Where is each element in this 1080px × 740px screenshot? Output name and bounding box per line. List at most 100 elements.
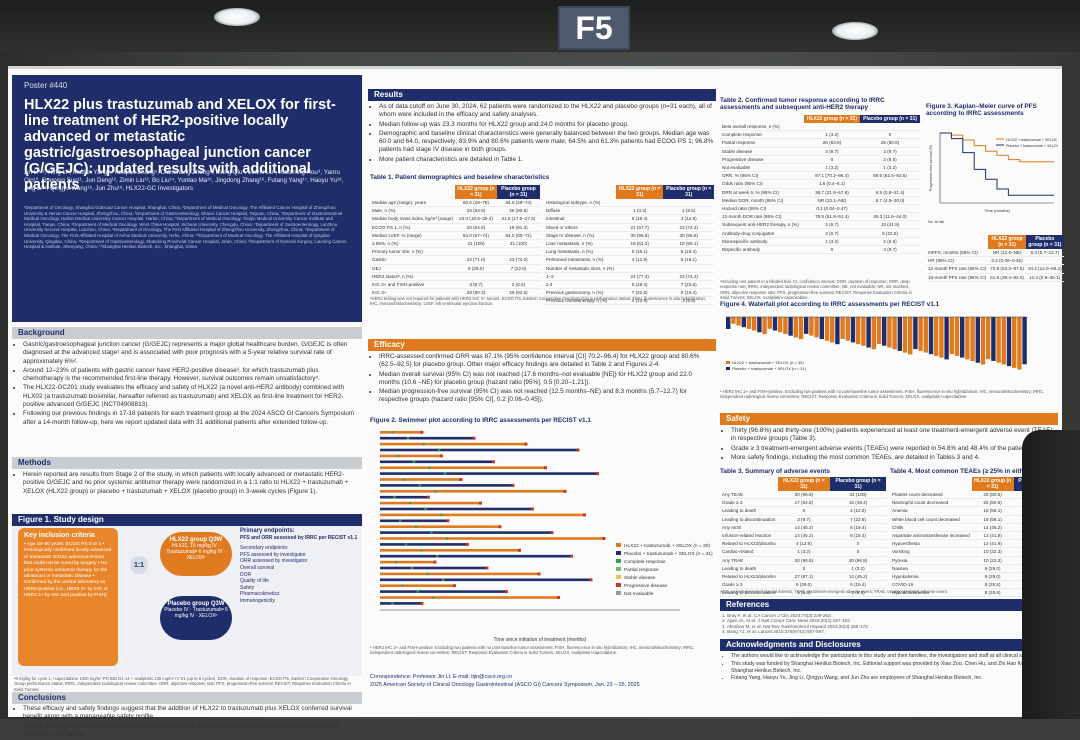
swimmer-bar — [380, 596, 558, 599]
table-cell: 25 (80.6) — [971, 498, 1014, 508]
inclusion-text: • Age 18–80 years; ECOG PS 0 or 1 • Hist… — [24, 542, 112, 599]
table-row: Grade ≥ 3 17 (54.8) 15 (48.4) — [720, 498, 886, 508]
waterfall-bar — [944, 317, 949, 360]
right-column: Table 2. Confirmed tumor response accord… — [720, 69, 1064, 717]
table-row: Any TEAE 30 (96.8) 31 (100) — [720, 491, 886, 500]
table-cell: Anemia — [890, 506, 972, 516]
progression-marker — [569, 554, 573, 558]
swimmer-bar — [380, 454, 441, 458]
swimmer-bar — [380, 543, 467, 546]
table-row: Hazard ratio (95% CI) 0.1 (0.04–0.47) — [720, 204, 920, 214]
table-cell: 8 (25.8) — [971, 580, 1014, 590]
table-4-title: Table 4. Most common TEAEs (≥ 25% in eit… — [890, 468, 1052, 475]
progression-marker — [459, 478, 463, 481]
table-cell — [663, 264, 714, 273]
table-row: Monospecific antibody 1 (3.2) 2 (6.5) — [720, 237, 920, 246]
table-cell: 25 (80.6) — [496, 206, 540, 216]
table-cell: 4 (12.9) — [615, 255, 664, 265]
table-cell: Any AESI — [720, 523, 778, 532]
waterfall-bar — [908, 317, 913, 355]
safety-text: Thirty (96.8%) and thirty-one (100%) pat… — [722, 427, 1058, 463]
table-cell: HER2 statusᵃ, n (%) — [370, 272, 455, 281]
safety-heading: Safety — [720, 413, 1058, 425]
table-cell: Previous gastrectomy, n (%) — [544, 288, 616, 298]
table-cell: Hypoesthesia — [890, 539, 972, 549]
table-cell: 14 (45.2) — [830, 572, 886, 582]
waterfall-bar — [1001, 317, 1006, 365]
table-cell: 13 (41.9) — [860, 220, 920, 230]
table-cell: NR (22.1–NE) — [803, 196, 861, 205]
swimmer-bar — [380, 478, 461, 481]
waterfall-bar — [824, 317, 830, 341]
table-cell: Bispecific antibody — [720, 245, 804, 255]
legend-label: HLX22 + trastuzumab + XELOX — [1006, 138, 1058, 142]
table-cell: 1 (3.2) — [777, 547, 831, 557]
table-row: Median body mass index, kg/m² (range) 23.… — [370, 214, 540, 224]
table-cell: Leading to discontinuation — [720, 515, 778, 524]
swimmer-bar — [380, 602, 422, 605]
table-cell: Diffuse — [544, 206, 616, 216]
table-cell: 31 (100) — [496, 239, 540, 249]
waterfall-bar — [897, 317, 902, 351]
waterfall-bar — [778, 317, 783, 333]
table-cell: 64.0 (29–74) — [496, 199, 540, 208]
hlx22-arm-text: HLX22, 15 mg/kg IV · Trastuzumabᵃ 6 mg/k… — [166, 543, 226, 561]
table-row: Previous gastrectomy, n (%) 7 (22.6) 6 (19… — [544, 288, 714, 298]
table-cell: Progressive disease — [720, 155, 804, 164]
swimmer-bar — [380, 554, 571, 558]
table-header-row: HLX22 group (n = 31)Placebo group (n = 3… — [720, 477, 886, 491]
table-cell: 31 (100) — [830, 491, 886, 500]
waterfall-bar — [975, 317, 980, 363]
table-cell — [860, 123, 920, 132]
progression-marker — [491, 460, 495, 464]
figure-2-title: Figure 2. Swimmer plot according to IRRC… — [370, 417, 591, 424]
table-cell: 34.2 (12.6–58.1) — [1025, 264, 1064, 274]
table-3: HLX22 group (n = 31) Placebo group (n = 3… — [720, 477, 886, 598]
waterfall-bar — [804, 317, 809, 334]
safety-item: Thirty (96.8%) and thirty-one (100%) pat… — [731, 427, 1058, 444]
table-row: Previous chemotherapy, n (%) 4 (12.9) 2 (6… — [544, 296, 714, 306]
table-row: Leading to death 0 1 (3.2) — [720, 564, 886, 573]
table-cell: 23 (74.2) — [663, 272, 714, 281]
km-stats-table: HLX22 group (n = 31) Placebo group (n = 3… — [926, 235, 1064, 282]
swimmer-bar — [380, 590, 506, 593]
table-cell: 6 (22.6) — [860, 228, 920, 238]
progression-marker — [563, 489, 567, 493]
table-cell: DRR at week 6, % (95% CI) — [720, 188, 804, 197]
table-cell: Aspartate aminotransferase increased — [890, 531, 972, 541]
table-cell: Grade ≥ 3 — [720, 498, 778, 508]
results-item: More patient characteristics are detaile… — [379, 156, 714, 164]
table-cell: 23 (74.2) — [663, 223, 714, 232]
swimmer-bar — [380, 501, 480, 505]
table-cell: Neutrophil count decreased — [890, 498, 972, 508]
table-cell: 0 — [803, 245, 861, 255]
table-cell: 60.0 (28–78) — [454, 199, 497, 208]
progression-marker — [556, 596, 560, 599]
x-axis-label: Time (months) — [984, 208, 1010, 213]
response-marker — [408, 501, 412, 505]
efficacy-item: IRRC-assessed confirmed ORR was 87.1% (9… — [379, 353, 714, 370]
legend-label: HLX22 + trastuzumab + XELOX (n = 30) — [732, 360, 804, 365]
efficacy-item: Median progression-free survival (95% CI… — [379, 388, 714, 405]
table-cell: Stable disease — [720, 147, 804, 156]
table-cell: 21.8 (17.5–27.5) — [496, 214, 540, 224]
inclusion-criteria-box: Key inclusion criteria • Age 18–80 years… — [18, 528, 118, 666]
inclusion-title: Key inclusion criteria — [24, 532, 95, 539]
placebo-arm: Placebo group Q3W Placebo IV · Trastuzum… — [160, 596, 232, 640]
table-row: Partial response 26 (83.9) 25 (80.6) — [720, 138, 920, 148]
waterfall-bar — [949, 317, 954, 355]
response-marker — [391, 431, 394, 434]
table-cell: 30 (96.8) — [777, 491, 831, 500]
table-row: IHC 3+ 28 (90.3) 29 (93.5) — [370, 288, 540, 298]
progression-marker — [576, 448, 580, 452]
table-header-cell: HLX22 group (n = 31) — [803, 115, 861, 123]
legend-swatch — [616, 551, 621, 555]
results-item: Demographic and baseline clinical charac… — [379, 130, 714, 155]
response-marker — [393, 495, 396, 499]
table-2: HLX22 group (n = 31) Placebo group (n = 3… — [720, 115, 920, 255]
table-3-footnote: AESI, adverse event of special interest;… — [720, 589, 948, 594]
table-cell: Monospecific antibody — [720, 237, 804, 246]
table-cell: Leading to death — [720, 506, 778, 516]
table-row: Complete response 1 (3.2) 0 — [720, 130, 920, 140]
